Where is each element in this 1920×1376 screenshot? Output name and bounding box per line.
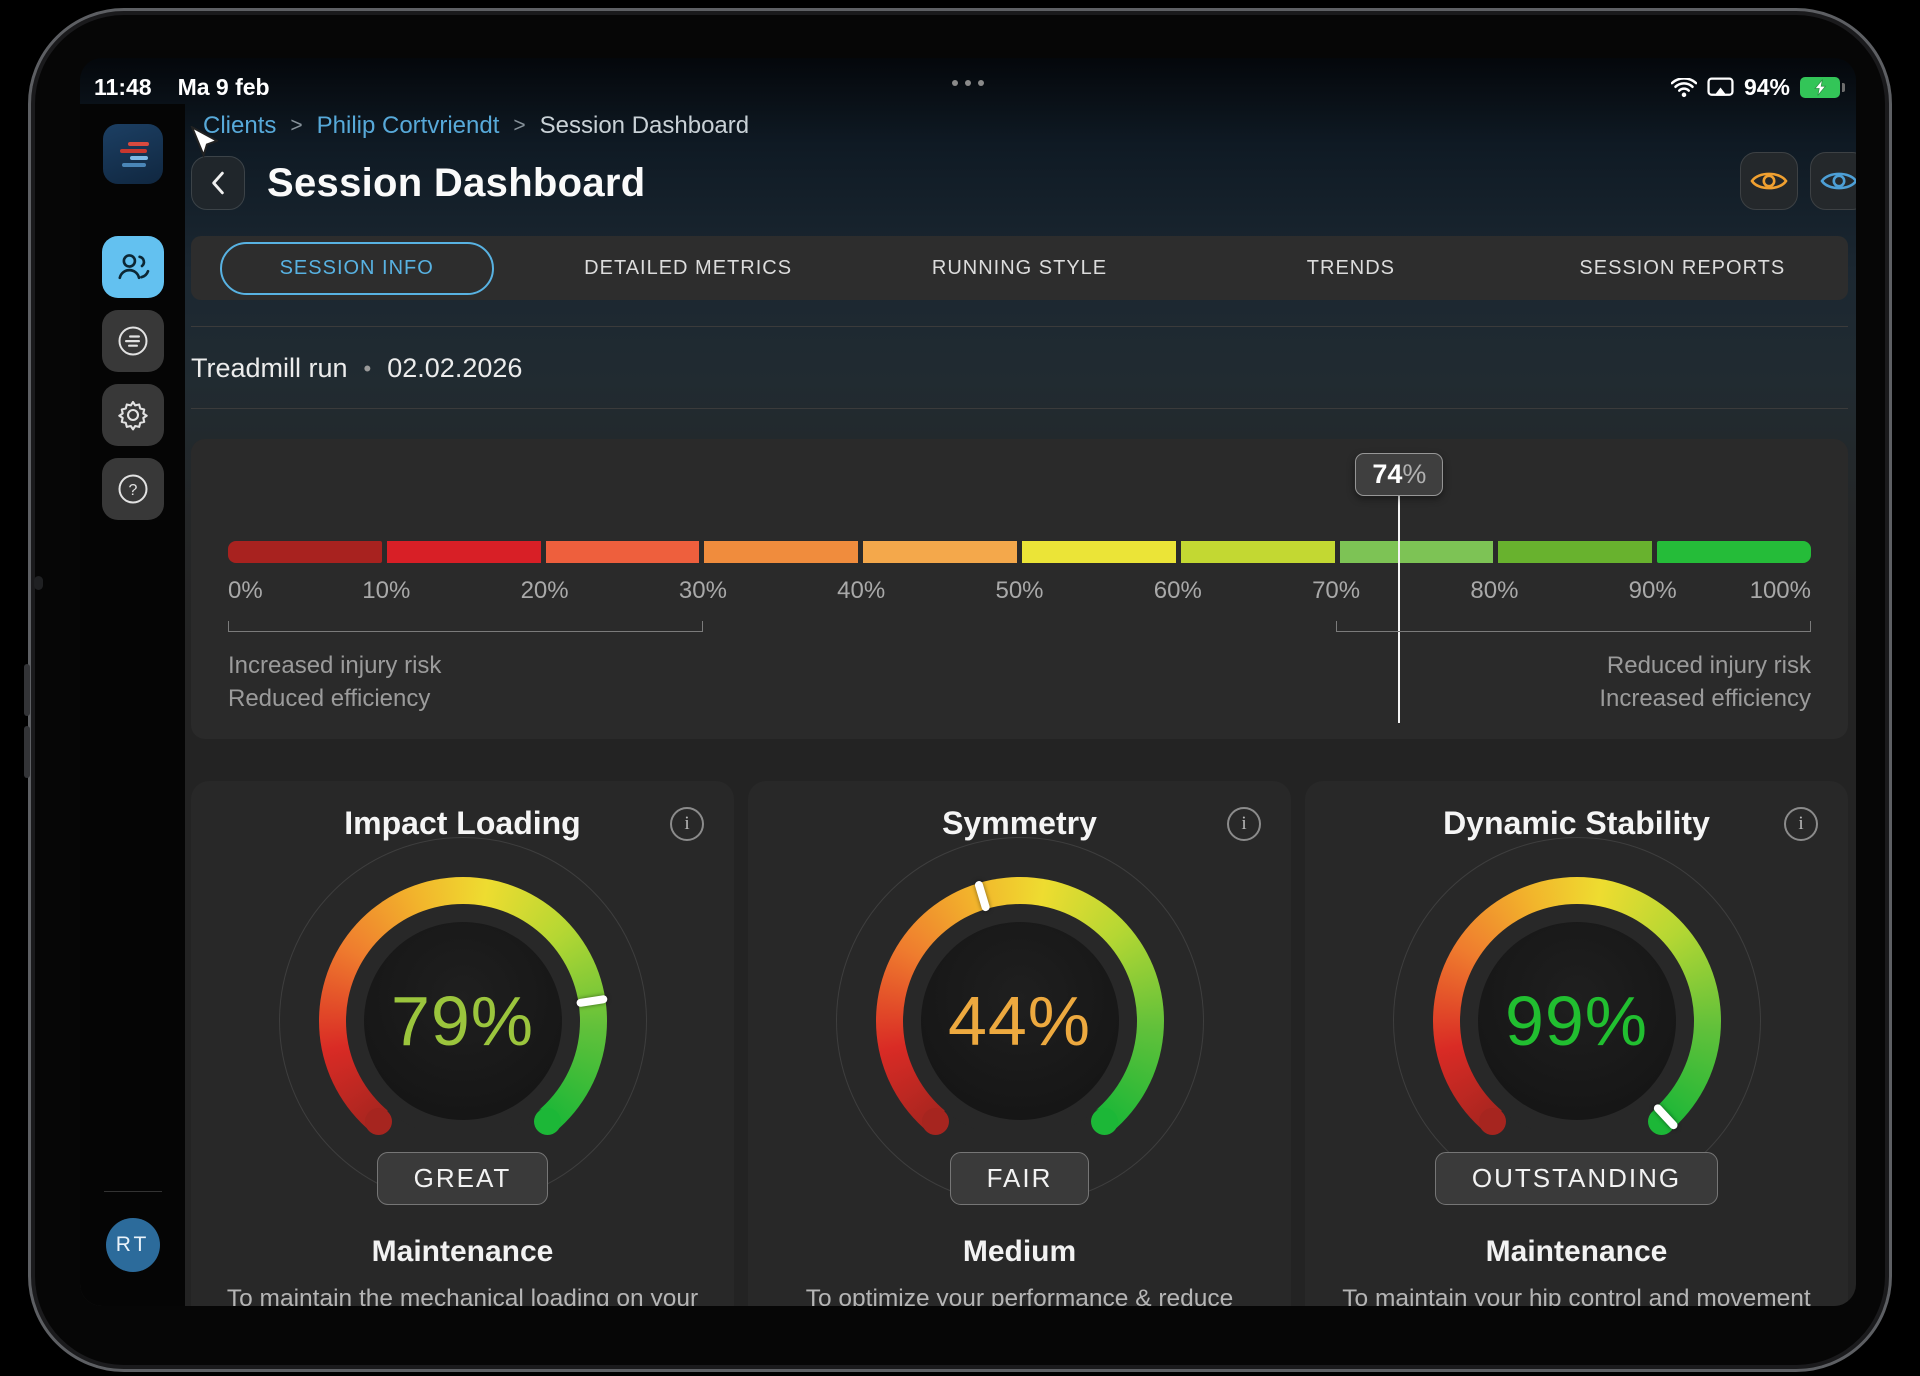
gauge-value: 99% xyxy=(1504,982,1649,1060)
metric-heading: Maintenance xyxy=(1485,1235,1668,1268)
volume-down-button xyxy=(24,726,30,778)
dynamic-stability-card: Dynamic Stability i 99% OUTSTANDING Main… xyxy=(1305,781,1848,1306)
dynamic-stability-gauge: 99% xyxy=(1392,837,1761,1205)
app-screen: 11:48 Ma 9 feb 94% xyxy=(80,58,1856,1306)
status-badge: OUTSTANDING xyxy=(1434,1152,1719,1205)
gauge-value: 44% xyxy=(947,982,1092,1060)
tab-trends[interactable]: TRENDS xyxy=(1306,256,1396,279)
info-icon[interactable]: i xyxy=(1784,807,1818,841)
breadcrumb-separator: > xyxy=(290,114,303,137)
breadcrumb-client-name[interactable]: Philip Cortvriendt xyxy=(316,112,500,139)
multitasking-dots-icon[interactable] xyxy=(952,80,984,86)
status-bar: 11:48 Ma 9 feb 94% xyxy=(80,58,1856,104)
sidebar-divider xyxy=(103,1191,162,1192)
high-range-labels: Reduced injury risk Increased efficiency xyxy=(1599,652,1811,712)
impact-loading-card: Impact Loading i 79% GREAT Maintenance xyxy=(191,781,734,1306)
tab-session-info[interactable]: SESSION INFO xyxy=(191,241,522,295)
tab-bar: SESSION INFO DETAILED METRICS RUNNING ST… xyxy=(191,236,1848,300)
tab-detailed-metrics[interactable]: DETAILED METRICS xyxy=(584,256,793,279)
main-area: Clients > Philip Cortvriendt > Session D… xyxy=(185,104,1856,1306)
divider xyxy=(191,326,1848,327)
sidebar-item-clients[interactable] xyxy=(101,236,164,298)
session-subtitle: Treadmill run • 02.02.2026 xyxy=(191,353,523,383)
sidebar: ? RT xyxy=(80,104,185,1306)
breadcrumb-current: Session Dashboard xyxy=(539,112,750,139)
eye-blue-button[interactable] xyxy=(1810,152,1856,210)
tab-session-reports[interactable]: SESSION REPORTS xyxy=(1579,256,1786,279)
metric-heading: Maintenance xyxy=(371,1235,554,1268)
sidebar-item-settings[interactable] xyxy=(101,384,164,446)
card-title: Dynamic Stability xyxy=(1443,805,1710,841)
status-badge: GREAT xyxy=(376,1152,549,1205)
gauge-value: 79% xyxy=(390,982,535,1060)
status-badge: FAIR xyxy=(949,1152,1090,1205)
metric-description: To optimize your performance & reduce co… xyxy=(805,1285,1234,1306)
card-title: Impact Loading xyxy=(344,805,581,841)
breadcrumb-separator: > xyxy=(513,114,526,137)
symmetry-gauge: 44% xyxy=(835,837,1204,1205)
breadcrumb-clients[interactable]: Clients xyxy=(203,112,277,139)
metric-description: To maintain the mechanical loading on yo… xyxy=(226,1285,699,1306)
battery-charging-icon xyxy=(1800,77,1845,98)
front-camera xyxy=(34,576,43,590)
svg-text:?: ? xyxy=(128,482,137,499)
metric-heading: Medium xyxy=(962,1235,1077,1268)
status-date: Ma 9 feb xyxy=(177,74,270,100)
wifi-icon xyxy=(1670,77,1697,98)
injury-risk-scale-panel: 74% 0% xyxy=(191,439,1848,739)
high-range-bracket xyxy=(1336,621,1811,632)
low-range-labels: Increased injury risk Reduced efficiency xyxy=(228,652,442,712)
info-icon[interactable]: i xyxy=(1227,807,1261,841)
metric-description: To maintain your hip control and movemen… xyxy=(1342,1285,1811,1306)
card-title: Symmetry xyxy=(942,805,1097,841)
volume-up-button xyxy=(24,664,30,716)
breadcrumb: Clients > Philip Cortvriendt > Session D… xyxy=(203,112,1848,140)
low-range-bracket xyxy=(228,621,703,632)
gradient-scale-bar xyxy=(228,541,1811,563)
app-logo[interactable] xyxy=(102,124,163,184)
sidebar-item-help[interactable]: ? xyxy=(101,458,164,520)
back-button[interactable] xyxy=(191,156,245,210)
clock: 11:48 xyxy=(94,74,152,100)
scale-marker-line xyxy=(1398,491,1401,723)
session-type: Treadmill run xyxy=(191,353,348,383)
tab-running-style[interactable]: RUNNING STYLE xyxy=(931,256,1108,279)
divider xyxy=(191,408,1848,409)
page-title: Session Dashboard xyxy=(267,160,646,205)
battery-percent: 94% xyxy=(1743,74,1790,100)
scale-marker-tooltip: 74% xyxy=(1355,453,1444,496)
impact-loading-gauge: 79% xyxy=(278,837,647,1205)
screen-mirroring-icon xyxy=(1707,77,1734,99)
scale-tick-labels: 0% 10% 20% 30% 40% 50% 60% 70% 80% 90% 1… xyxy=(228,577,1811,604)
eye-orange-button[interactable] xyxy=(1740,152,1798,210)
session-date: 02.02.2026 xyxy=(387,353,523,383)
info-icon[interactable]: i xyxy=(670,807,704,841)
sidebar-item-sessions[interactable] xyxy=(101,310,164,372)
user-avatar[interactable]: RT xyxy=(105,1218,160,1272)
symmetry-card: Symmetry i 44% FAIR Medium To optim xyxy=(748,781,1291,1306)
mouse-cursor xyxy=(188,126,218,160)
